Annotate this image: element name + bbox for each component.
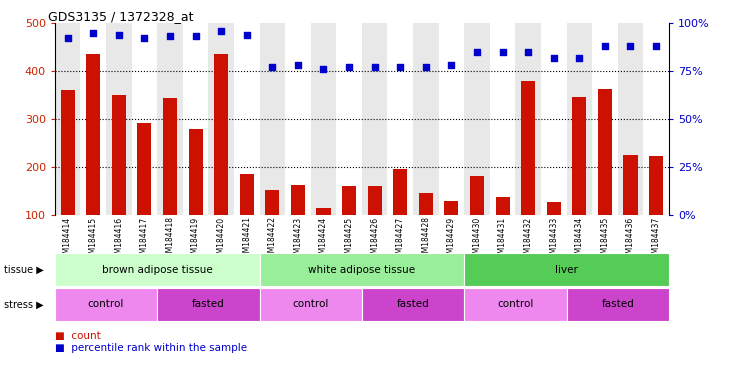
Bar [291,185,305,263]
Point [343,64,355,70]
Bar [598,89,612,263]
Point [650,43,662,49]
Bar [86,54,100,263]
Bar [444,200,458,263]
Text: GDS3135 / 1372328_at: GDS3135 / 1372328_at [48,10,193,23]
Bar [643,23,669,215]
Bar [490,23,515,215]
Bar [362,288,464,321]
Bar [362,23,387,215]
Bar [208,23,234,215]
Bar [470,176,484,263]
Text: liver: liver [555,265,578,275]
Point [420,64,431,70]
Point [624,43,636,49]
Bar [387,23,413,215]
Point [368,64,380,70]
Point [189,33,201,40]
Text: control: control [292,299,329,310]
Bar [55,288,157,321]
Point [471,49,482,55]
Point [522,49,534,55]
Bar [240,174,254,263]
Bar [183,23,208,215]
Bar [464,253,669,286]
Bar [393,169,407,263]
Bar [80,23,106,215]
Bar [265,190,279,263]
Point [599,43,610,49]
Bar [163,98,177,263]
Point [266,64,278,70]
Bar [419,194,433,263]
Point [496,49,508,55]
Point [548,55,559,61]
Bar [515,23,541,215]
Bar [311,23,336,215]
Text: ■  percentile rank within the sample: ■ percentile rank within the sample [55,343,247,353]
Bar [368,186,382,263]
Bar [137,123,151,263]
Bar [439,23,464,215]
Bar [55,253,260,286]
Text: control: control [497,299,534,310]
Point [573,55,585,61]
Text: fasted: fasted [602,299,634,310]
Bar [106,23,132,215]
Bar [547,202,561,263]
Point [61,35,73,41]
Bar [132,23,157,215]
Point [164,33,175,40]
Bar [55,23,80,215]
Bar [189,129,202,263]
Bar [464,288,567,321]
Bar [260,253,464,286]
Bar [317,208,330,263]
Bar [649,157,663,263]
Bar [572,98,586,263]
Bar [464,23,490,215]
Bar [214,54,228,263]
Point [317,66,329,72]
Bar [624,155,637,263]
Bar [592,23,618,215]
Bar [61,90,75,263]
Bar [260,23,285,215]
Text: control: control [88,299,124,310]
Bar [567,23,592,215]
Text: ■  count: ■ count [55,331,101,341]
Bar [336,23,362,215]
Bar [541,23,567,215]
Bar [157,23,183,215]
Bar [413,23,439,215]
Point [292,62,303,68]
Bar [285,23,311,215]
Bar [234,23,260,215]
Bar [618,23,643,215]
Point [445,62,457,68]
Bar [496,197,510,263]
Point [215,28,227,34]
Bar [112,95,126,263]
Text: fasted: fasted [192,299,224,310]
Bar [157,288,260,321]
Point [87,30,99,36]
Bar [567,288,669,321]
Text: stress ▶: stress ▶ [4,299,43,310]
Bar [342,186,356,263]
Point [240,31,252,38]
Bar [260,288,362,321]
Point [394,64,406,70]
Text: fasted: fasted [397,299,429,310]
Text: brown adipose tissue: brown adipose tissue [102,265,213,275]
Text: white adipose tissue: white adipose tissue [308,265,415,275]
Bar [521,81,535,263]
Point [113,31,124,38]
Text: tissue ▶: tissue ▶ [4,265,43,275]
Point [138,35,150,41]
